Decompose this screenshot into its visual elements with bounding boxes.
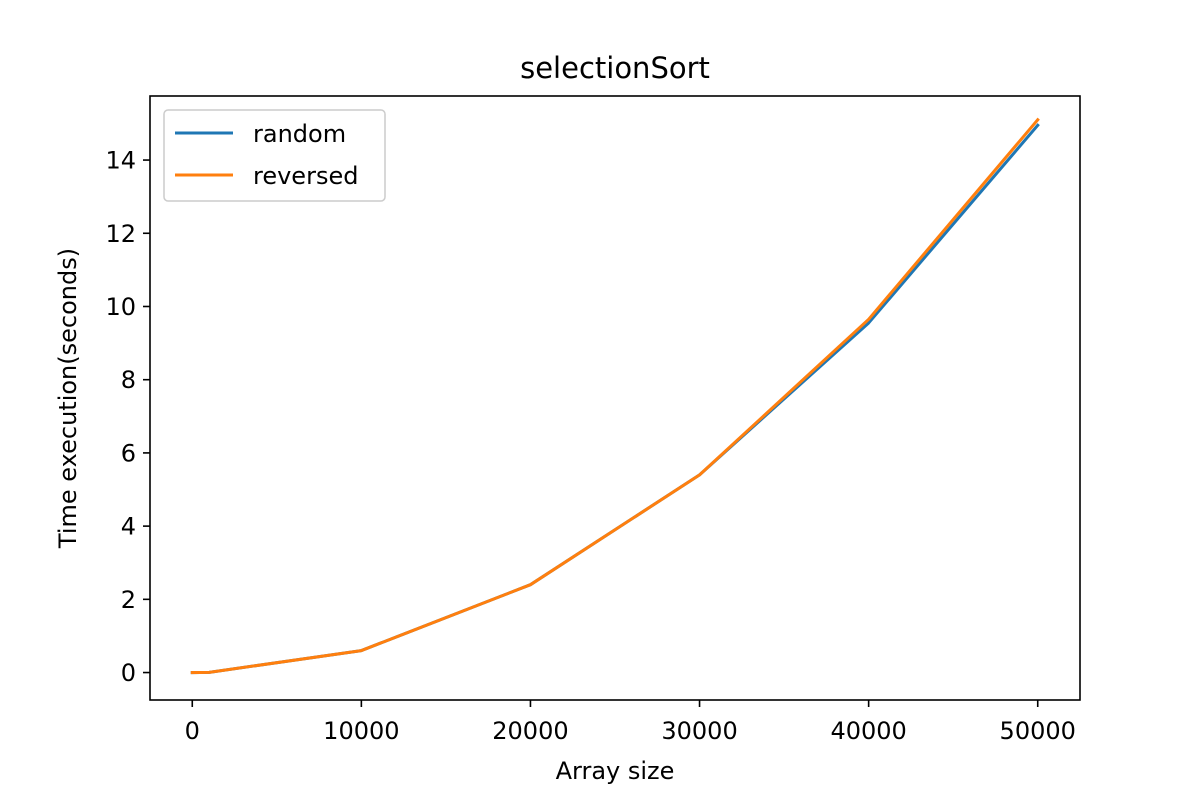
y-tick-label: 6 [121,439,136,467]
x-tick-label: 20000 [492,717,568,745]
x-tick-label: 10000 [323,717,399,745]
y-axis-label: Time execution(seconds) [54,248,82,549]
x-tick-label: 30000 [661,717,737,745]
legend-label-random: random [253,120,346,148]
y-tick-label: 14 [105,147,136,175]
x-tick-label: 0 [185,717,200,745]
y-tick-label: 10 [105,293,136,321]
legend-label-reversed: reversed [253,162,358,190]
y-axis-ticks: 0 2 4 6 8 10 12 14 [105,147,150,687]
y-tick-label: 2 [121,586,136,614]
y-tick-label: 8 [121,366,136,394]
legend: random reversed [163,109,386,202]
x-axis-label: Array size [556,757,675,785]
x-tick-label: 50000 [1000,717,1076,745]
y-tick-label: 12 [105,220,136,248]
chart-title: selectionSort [520,51,710,85]
y-tick-label: 4 [121,513,136,541]
y-tick-label: 0 [121,659,136,687]
series-line-reversed [190,117,1040,675]
series-lines [190,117,1040,675]
x-tick-label: 40000 [830,717,906,745]
x-axis-ticks: 0 10000 20000 30000 40000 50000 [185,700,1076,745]
plot-area-frame [149,95,1081,701]
